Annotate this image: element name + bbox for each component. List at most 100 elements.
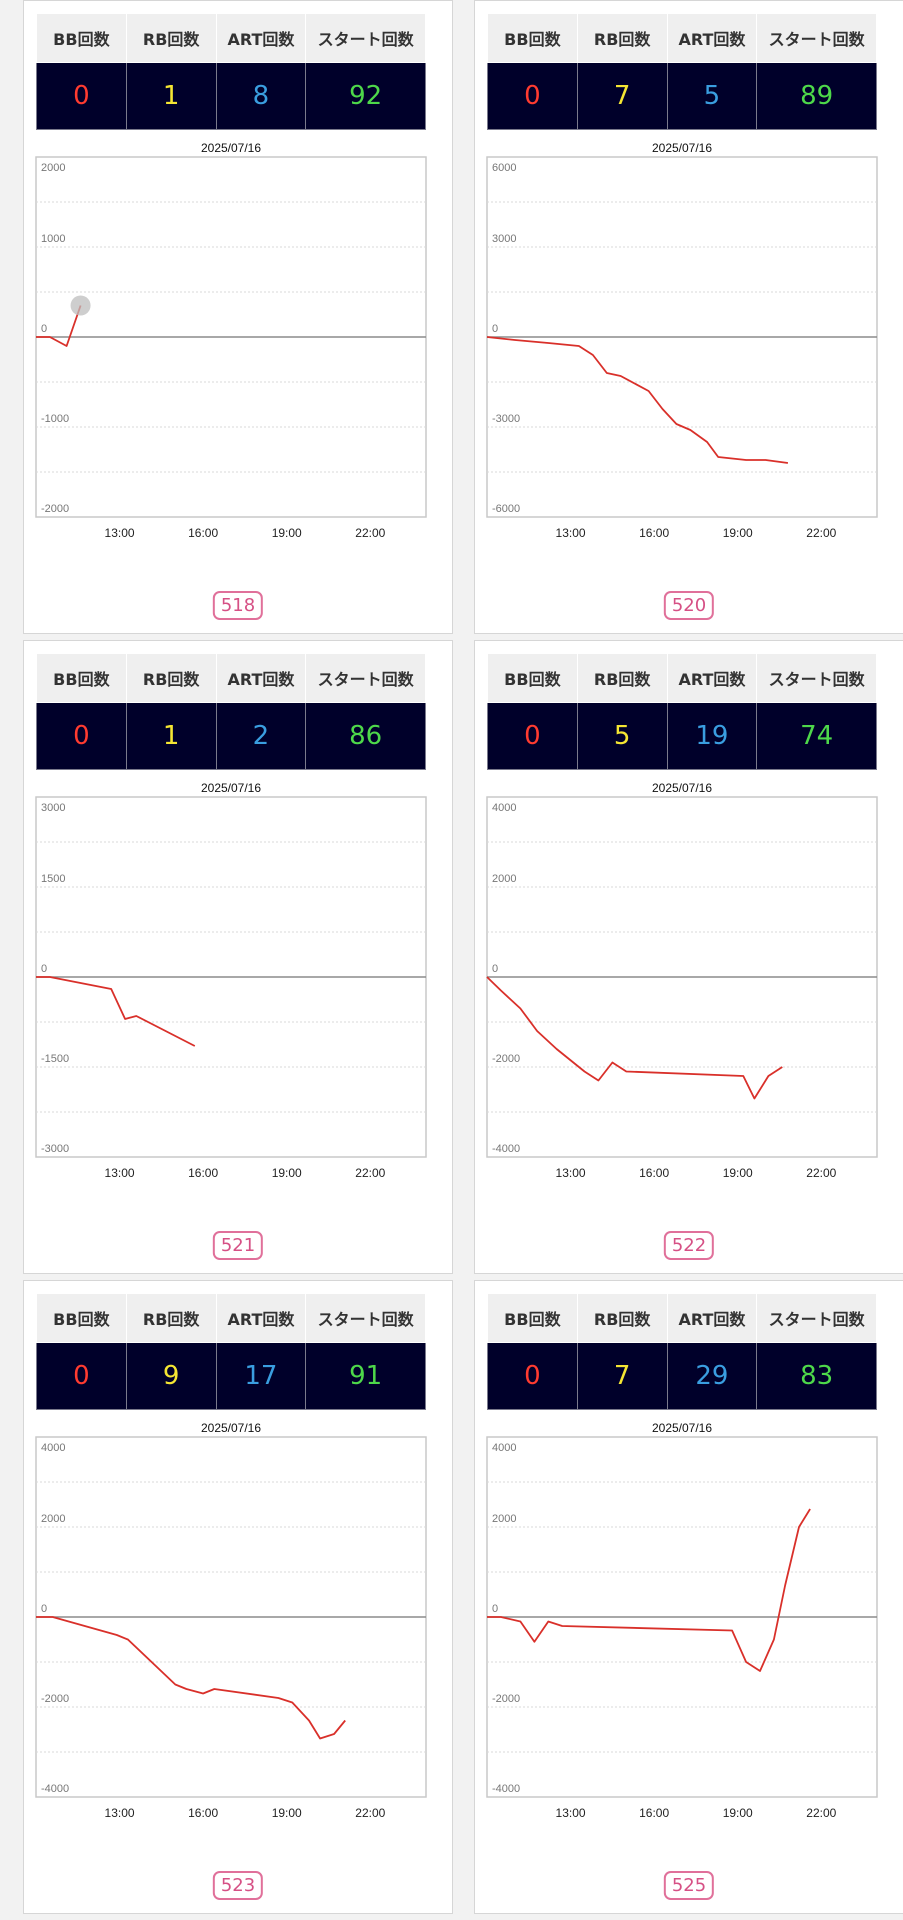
x-tick-label: 16:00 bbox=[639, 1166, 669, 1177]
data-series-line bbox=[36, 1616, 346, 1740]
start-count-header: スタート回数 bbox=[305, 1293, 426, 1343]
bb-count-value: 0 bbox=[36, 1342, 127, 1410]
bb-count-value: 0 bbox=[487, 62, 578, 130]
art-count-header: ART回数 bbox=[215, 1293, 307, 1343]
y-tick-label: -2000 bbox=[41, 503, 69, 515]
machine-number-link[interactable]: 523 bbox=[212, 1871, 264, 1900]
x-tick-label: 19:00 bbox=[272, 1166, 302, 1177]
stats-value-row: 0 7 5 89 bbox=[487, 62, 877, 130]
y-tick-label: -4000 bbox=[41, 1783, 69, 1795]
x-tick-label: 19:00 bbox=[723, 1166, 753, 1177]
hover-point-marker bbox=[70, 295, 91, 316]
chart-date-title: 2025/07/16 bbox=[652, 1421, 712, 1435]
y-tick-label: 1000 bbox=[41, 233, 65, 245]
art-count-header: ART回数 bbox=[666, 1293, 758, 1343]
start-count-header: スタート回数 bbox=[756, 13, 877, 63]
x-tick-label: 13:00 bbox=[105, 526, 135, 537]
x-tick-label: 22:00 bbox=[355, 526, 385, 537]
rb-count-value: 7 bbox=[576, 1342, 668, 1410]
y-tick-label: -2000 bbox=[41, 1693, 69, 1705]
chart-date-title: 2025/07/16 bbox=[652, 141, 712, 155]
art-count-value: 17 bbox=[215, 1342, 307, 1410]
machine-panel: BB回数 RB回数 ART回数 スタート回数 0 7 29 83 2025/07… bbox=[474, 1280, 903, 1914]
y-tick-label: 3000 bbox=[492, 233, 516, 245]
machine-panel: BB回数 RB回数 ART回数 スタート回数 0 1 8 92 2025/07/… bbox=[23, 0, 453, 634]
y-tick-label: 6000 bbox=[492, 162, 516, 174]
x-tick-label: 22:00 bbox=[806, 526, 836, 537]
chart-date-title: 2025/07/16 bbox=[201, 141, 261, 155]
stats-value-row: 0 7 29 83 bbox=[487, 1342, 877, 1410]
y-tick-label: -3000 bbox=[41, 1143, 69, 1155]
machine-number-link[interactable]: 521 bbox=[212, 1231, 264, 1260]
machine-number-link[interactable]: 522 bbox=[663, 1231, 715, 1260]
stats-header-row: BB回数 RB回数 ART回数 スタート回数 bbox=[36, 1293, 426, 1343]
art-count-value: 8 bbox=[215, 62, 307, 130]
y-tick-label: 3000 bbox=[41, 802, 65, 814]
stats-header-row: BB回数 RB回数 ART回数 スタート回数 bbox=[487, 13, 877, 63]
stats-header-row: BB回数 RB回数 ART回数 スタート回数 bbox=[487, 653, 877, 703]
y-tick-label: -1500 bbox=[41, 1053, 69, 1065]
y-tick-label: -4000 bbox=[492, 1783, 520, 1795]
y-tick-label: 2000 bbox=[41, 162, 65, 174]
rb-count-value: 1 bbox=[125, 62, 217, 130]
stats-table: BB回数 RB回数 ART回数 スタート回数 0 7 5 89 bbox=[487, 13, 877, 130]
machine-panel: BB回数 RB回数 ART回数 スタート回数 0 5 19 74 2025/07… bbox=[474, 640, 903, 1274]
stats-value-row: 0 5 19 74 bbox=[487, 702, 877, 770]
bb-count-header: BB回数 bbox=[36, 13, 127, 63]
machine-number-link[interactable]: 518 bbox=[212, 591, 264, 620]
x-tick-label: 22:00 bbox=[355, 1166, 385, 1177]
slump-chart: 2025/07/16 4000 2000 0 -2000 -4000 13:00 16:00 1… bbox=[486, 1421, 878, 1817]
chart-date-title: 2025/07/16 bbox=[652, 781, 712, 795]
machine-number-link[interactable]: 525 bbox=[663, 1871, 715, 1900]
y-tick-label: -2000 bbox=[492, 1693, 520, 1705]
start-count-header: スタート回数 bbox=[756, 1293, 877, 1343]
bb-count-value: 0 bbox=[36, 702, 127, 770]
x-tick-label: 13:00 bbox=[556, 1166, 586, 1177]
y-tick-label: 0 bbox=[41, 1603, 47, 1615]
rb-count-header: RB回数 bbox=[125, 13, 217, 63]
stats-value-row: 0 1 2 86 bbox=[36, 702, 426, 770]
machine-panel: BB回数 RB回数 ART回数 スタート回数 0 7 5 89 2025/07/… bbox=[474, 0, 903, 634]
art-count-value: 5 bbox=[666, 62, 758, 130]
stats-header-row: BB回数 RB回数 ART回数 スタート回数 bbox=[36, 653, 426, 703]
stats-table: BB回数 RB回数 ART回数 スタート回数 0 1 2 86 bbox=[36, 653, 426, 770]
bb-count-header: BB回数 bbox=[487, 653, 578, 703]
bb-count-header: BB回数 bbox=[487, 13, 578, 63]
x-tick-label: 16:00 bbox=[639, 1806, 669, 1817]
y-tick-label: 0 bbox=[41, 323, 47, 335]
slump-chart: 2025/07/16 3000 1500 0 -1500 -3000 13:00 16:00 1… bbox=[35, 781, 427, 1177]
rb-count-value: 1 bbox=[125, 702, 217, 770]
rb-count-value: 9 bbox=[125, 1342, 217, 1410]
rb-count-value: 7 bbox=[576, 62, 668, 130]
slump-chart: 2025/07/16 2000 1000 0 -1000 -2000 13:00 16:00 1… bbox=[35, 141, 427, 537]
y-tick-label: 2000 bbox=[492, 1513, 516, 1525]
y-tick-label: 2000 bbox=[41, 1513, 65, 1525]
rb-count-header: RB回数 bbox=[576, 1293, 668, 1343]
y-tick-label: 1500 bbox=[41, 873, 65, 885]
start-count-header: スタート回数 bbox=[305, 653, 426, 703]
y-tick-label: 2000 bbox=[492, 873, 516, 885]
start-count-header: スタート回数 bbox=[756, 653, 877, 703]
y-tick-label: -2000 bbox=[492, 1053, 520, 1065]
y-tick-label: 0 bbox=[492, 963, 498, 975]
art-count-header: ART回数 bbox=[666, 653, 758, 703]
art-count-value: 19 bbox=[666, 702, 758, 770]
art-count-header: ART回数 bbox=[215, 653, 307, 703]
y-tick-label: 0 bbox=[492, 323, 498, 335]
y-tick-label: 4000 bbox=[41, 1442, 65, 1454]
x-tick-label: 13:00 bbox=[105, 1166, 135, 1177]
x-tick-label: 22:00 bbox=[806, 1806, 836, 1817]
rb-count-header: RB回数 bbox=[125, 1293, 217, 1343]
y-tick-label: 4000 bbox=[492, 1442, 516, 1454]
y-tick-label: 0 bbox=[41, 963, 47, 975]
x-tick-label: 13:00 bbox=[556, 1806, 586, 1817]
data-series-line bbox=[486, 976, 783, 1100]
start-count-value: 86 bbox=[305, 702, 426, 770]
machine-number-link[interactable]: 520 bbox=[663, 591, 715, 620]
data-series-line bbox=[36, 976, 196, 1047]
bb-count-value: 0 bbox=[36, 62, 127, 130]
y-tick-label: 4000 bbox=[492, 802, 516, 814]
start-count-value: 89 bbox=[756, 62, 877, 130]
stats-value-row: 0 9 17 91 bbox=[36, 1342, 426, 1410]
